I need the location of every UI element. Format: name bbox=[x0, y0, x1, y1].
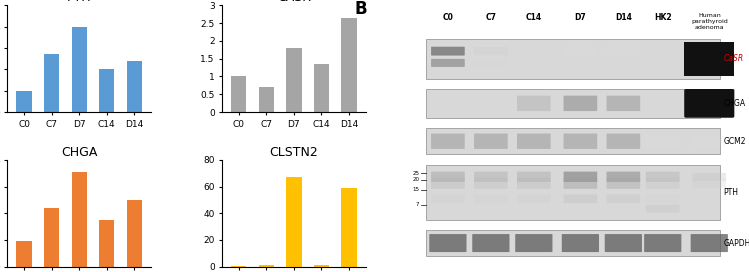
Bar bbox=[342, 18, 357, 112]
FancyBboxPatch shape bbox=[644, 234, 682, 252]
FancyBboxPatch shape bbox=[431, 59, 464, 67]
FancyBboxPatch shape bbox=[563, 47, 597, 55]
FancyBboxPatch shape bbox=[646, 134, 679, 149]
Text: D7: D7 bbox=[574, 13, 586, 22]
Title: CHGA: CHGA bbox=[61, 146, 97, 159]
FancyBboxPatch shape bbox=[607, 134, 640, 149]
Text: PTH: PTH bbox=[724, 188, 739, 197]
FancyBboxPatch shape bbox=[646, 194, 679, 203]
FancyBboxPatch shape bbox=[474, 172, 508, 182]
FancyBboxPatch shape bbox=[607, 47, 640, 55]
Text: 20: 20 bbox=[412, 177, 419, 182]
FancyBboxPatch shape bbox=[517, 134, 551, 149]
FancyBboxPatch shape bbox=[563, 172, 597, 182]
Title: CLSTN2: CLSTN2 bbox=[270, 146, 318, 159]
FancyBboxPatch shape bbox=[685, 42, 734, 76]
FancyBboxPatch shape bbox=[517, 172, 551, 182]
FancyBboxPatch shape bbox=[431, 96, 464, 111]
Bar bbox=[44, 208, 59, 267]
FancyBboxPatch shape bbox=[693, 179, 726, 187]
FancyBboxPatch shape bbox=[604, 234, 642, 252]
Bar bbox=[342, 188, 357, 267]
FancyBboxPatch shape bbox=[429, 234, 467, 252]
Bar bbox=[259, 265, 274, 267]
FancyBboxPatch shape bbox=[431, 172, 464, 182]
Text: Human
parathyroid
adenoma: Human parathyroid adenoma bbox=[691, 13, 728, 30]
Text: B: B bbox=[355, 0, 368, 18]
FancyBboxPatch shape bbox=[431, 134, 464, 149]
FancyBboxPatch shape bbox=[563, 178, 597, 189]
Text: 15: 15 bbox=[412, 187, 419, 193]
FancyBboxPatch shape bbox=[431, 47, 464, 55]
FancyBboxPatch shape bbox=[693, 136, 726, 146]
FancyBboxPatch shape bbox=[562, 234, 599, 252]
Text: CHGA: CHGA bbox=[724, 99, 746, 108]
Text: CaSR: CaSR bbox=[724, 54, 744, 63]
FancyBboxPatch shape bbox=[426, 230, 720, 256]
FancyBboxPatch shape bbox=[646, 178, 679, 189]
Text: GCM2: GCM2 bbox=[724, 137, 746, 146]
FancyBboxPatch shape bbox=[517, 178, 551, 189]
FancyBboxPatch shape bbox=[426, 89, 720, 118]
FancyBboxPatch shape bbox=[426, 39, 720, 79]
Text: HK2: HK2 bbox=[654, 13, 672, 22]
FancyBboxPatch shape bbox=[685, 89, 734, 118]
FancyBboxPatch shape bbox=[563, 134, 597, 149]
Bar bbox=[286, 177, 302, 267]
Bar bbox=[16, 241, 31, 267]
Bar bbox=[314, 64, 329, 112]
FancyBboxPatch shape bbox=[431, 194, 464, 203]
FancyBboxPatch shape bbox=[646, 205, 679, 212]
FancyBboxPatch shape bbox=[474, 134, 508, 149]
FancyBboxPatch shape bbox=[563, 96, 597, 111]
FancyBboxPatch shape bbox=[474, 96, 508, 111]
Bar bbox=[127, 61, 142, 112]
FancyBboxPatch shape bbox=[517, 194, 551, 203]
Bar bbox=[71, 27, 87, 112]
FancyBboxPatch shape bbox=[426, 128, 720, 154]
Text: C14: C14 bbox=[526, 13, 542, 22]
FancyBboxPatch shape bbox=[474, 194, 508, 203]
FancyBboxPatch shape bbox=[607, 194, 640, 203]
FancyBboxPatch shape bbox=[474, 178, 508, 189]
Text: 7: 7 bbox=[416, 202, 419, 207]
FancyBboxPatch shape bbox=[646, 172, 679, 182]
FancyBboxPatch shape bbox=[607, 96, 640, 111]
FancyBboxPatch shape bbox=[691, 234, 728, 252]
Title: CASR: CASR bbox=[277, 0, 311, 4]
FancyBboxPatch shape bbox=[474, 59, 508, 67]
FancyBboxPatch shape bbox=[474, 47, 508, 55]
Title: PTH: PTH bbox=[67, 0, 91, 4]
Bar bbox=[44, 54, 59, 112]
Bar bbox=[99, 69, 114, 112]
Bar bbox=[231, 76, 246, 112]
Bar bbox=[314, 265, 329, 267]
Bar bbox=[127, 200, 142, 267]
FancyBboxPatch shape bbox=[515, 234, 553, 252]
Bar bbox=[259, 87, 274, 112]
Text: C0: C0 bbox=[443, 13, 453, 22]
Bar bbox=[71, 172, 87, 267]
FancyBboxPatch shape bbox=[473, 234, 509, 252]
Bar bbox=[99, 220, 114, 267]
Bar bbox=[286, 48, 302, 112]
FancyBboxPatch shape bbox=[517, 96, 551, 111]
FancyBboxPatch shape bbox=[431, 178, 464, 189]
FancyBboxPatch shape bbox=[426, 165, 720, 220]
FancyBboxPatch shape bbox=[607, 178, 640, 189]
FancyBboxPatch shape bbox=[563, 194, 597, 203]
Text: C7: C7 bbox=[485, 13, 497, 22]
Text: 25: 25 bbox=[412, 171, 419, 176]
Bar bbox=[16, 91, 31, 112]
FancyBboxPatch shape bbox=[517, 47, 551, 55]
Text: GAPDH: GAPDH bbox=[724, 239, 749, 248]
Bar bbox=[231, 266, 246, 267]
FancyBboxPatch shape bbox=[693, 173, 726, 181]
FancyBboxPatch shape bbox=[607, 172, 640, 182]
Text: D14: D14 bbox=[615, 13, 632, 22]
